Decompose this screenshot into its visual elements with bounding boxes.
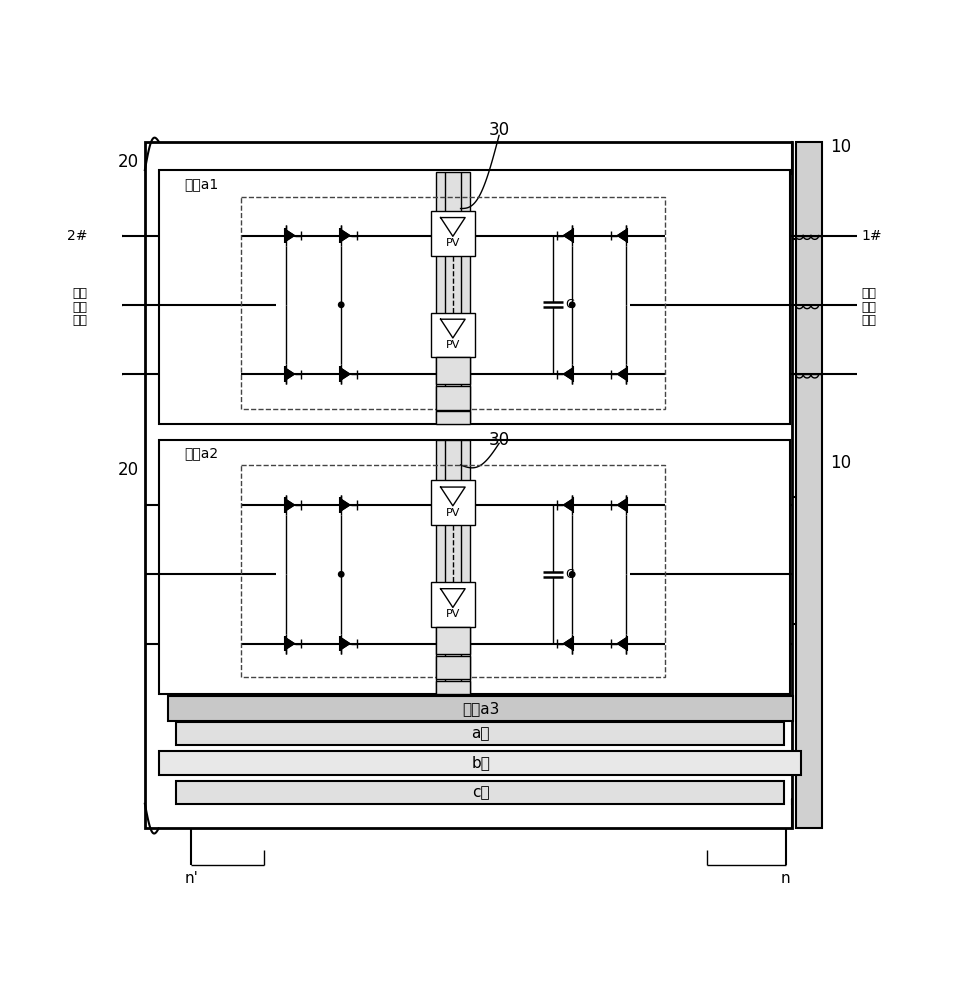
Polygon shape (285, 368, 294, 380)
Polygon shape (340, 229, 350, 242)
Text: PV: PV (446, 609, 460, 619)
Text: n: n (780, 871, 791, 886)
Bar (145, 142, 792, 828)
Bar (431, 582, 476, 627)
Polygon shape (618, 499, 627, 511)
Text: 2#: 2# (67, 229, 87, 242)
Bar (435, 386, 470, 410)
Circle shape (569, 572, 575, 577)
Text: n': n' (184, 871, 198, 886)
Circle shape (338, 572, 344, 577)
Polygon shape (563, 637, 573, 650)
Polygon shape (285, 637, 294, 650)
Bar (796, 142, 822, 828)
Circle shape (338, 302, 344, 307)
Polygon shape (340, 637, 350, 650)
Circle shape (569, 302, 575, 307)
Text: 1#: 1# (861, 229, 881, 242)
Polygon shape (618, 637, 627, 650)
Bar (435, 411, 470, 424)
Polygon shape (563, 229, 573, 242)
Polygon shape (340, 499, 350, 511)
Bar (159, 170, 790, 424)
Text: 模块a3: 模块a3 (462, 701, 499, 716)
Text: 30: 30 (489, 431, 510, 449)
Bar (435, 627, 470, 654)
Polygon shape (618, 368, 627, 380)
Polygon shape (618, 229, 627, 242)
Text: C: C (565, 298, 574, 311)
Text: C: C (565, 568, 574, 581)
Text: 10: 10 (830, 454, 851, 472)
Text: 模块a1: 模块a1 (184, 177, 218, 191)
Text: PV: PV (446, 508, 460, 518)
Text: 20: 20 (117, 461, 138, 479)
Text: b相: b相 (471, 755, 490, 770)
Text: 末端: 末端 (73, 314, 87, 327)
Polygon shape (563, 368, 573, 380)
Text: 馈线: 馈线 (861, 301, 876, 314)
Text: 馈线: 馈线 (73, 301, 87, 314)
Bar (176, 722, 784, 745)
Bar (435, 172, 470, 422)
Bar (241, 197, 665, 409)
Text: PV: PV (446, 238, 460, 248)
Polygon shape (285, 229, 294, 242)
Text: a相: a相 (472, 726, 490, 741)
Polygon shape (285, 499, 294, 511)
Bar (431, 312, 476, 357)
Bar (241, 465, 665, 677)
Bar (435, 357, 470, 384)
Text: 20: 20 (117, 153, 138, 171)
Bar (431, 211, 476, 256)
Polygon shape (340, 368, 350, 380)
Text: 中压: 中压 (861, 287, 876, 300)
Bar (168, 696, 794, 721)
Bar (159, 751, 801, 774)
Bar (431, 480, 476, 525)
Text: PV: PV (446, 340, 460, 350)
Text: 30: 30 (489, 121, 510, 139)
Bar (435, 681, 470, 694)
Bar (176, 781, 784, 804)
Text: c相: c相 (472, 785, 489, 800)
Text: 末端: 末端 (861, 314, 876, 327)
Bar (159, 440, 790, 694)
Text: 模块a2: 模块a2 (184, 446, 218, 460)
Bar (435, 440, 470, 694)
Text: 中压: 中压 (73, 287, 87, 300)
Text: 10: 10 (830, 138, 851, 156)
Bar (435, 656, 470, 679)
Polygon shape (563, 499, 573, 511)
